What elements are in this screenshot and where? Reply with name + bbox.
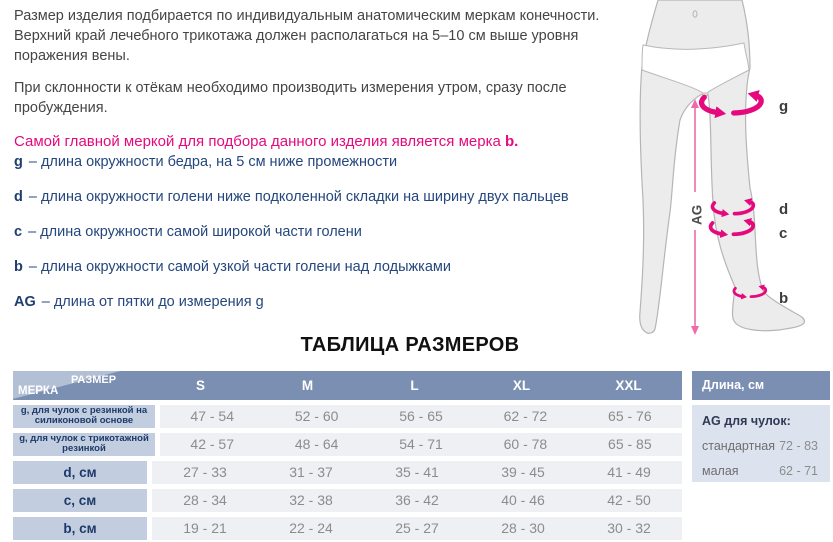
column-header-xl: XL	[512, 378, 531, 393]
panties-shape	[641, 42, 750, 94]
definition-c: c – длина окружности самой широкой части …	[14, 222, 644, 242]
diagram-label-c: c	[779, 225, 787, 242]
definition-d: d – длина окружности голени ниже подколен…	[14, 187, 644, 207]
measurement-key-ag: AG	[14, 294, 36, 310]
measurement-key-b: b	[14, 259, 23, 275]
column-header-s: S	[195, 378, 205, 393]
intro-paragraph-2: При склонности к отёкам необходимо произ…	[14, 80, 567, 116]
leg-measurement-diagram: AG g d c b	[638, 0, 833, 350]
row-values: 47 - 54 52 - 60 56 - 65 62 - 72 65 - 76	[160, 404, 682, 428]
definition-g: g – длина окружности бедра, на 5 см ниже …	[14, 152, 644, 172]
cell: 22 - 24	[289, 520, 333, 537]
measurement-text-g: – длина окружности бедра, на 5 см ниже п…	[28, 154, 398, 170]
length-row-standard: стандартная 72 - 83	[702, 439, 818, 453]
cell: 39 - 45	[501, 464, 545, 481]
size-table-header: РАЗМЕР МЕРКА S M L XL XXL	[13, 371, 682, 400]
length-label: малая	[702, 463, 739, 478]
length-row-short: малая 62 - 71	[702, 464, 818, 478]
length-value: 72 - 83	[779, 438, 818, 453]
intro-text-block: Размер изделия подбирается по индивидуал…	[14, 6, 636, 164]
length-label: стандартная	[702, 438, 775, 453]
corner-label-size: РАЗМЕР	[71, 374, 117, 386]
cell: 28 - 34	[183, 492, 227, 509]
cell: 56 - 65	[399, 408, 443, 425]
cell: 47 - 54	[190, 408, 234, 425]
corner-cell: РАЗМЕР МЕРКА	[13, 371, 147, 400]
length-panel-subtitle: AG для чулок:	[702, 413, 791, 428]
column-header-m: M	[301, 378, 314, 393]
table-row: g, для чулок с трикотажной резинкой 42 -…	[13, 432, 682, 456]
cell: 35 - 41	[395, 464, 439, 481]
diagram-label-d: d	[779, 201, 788, 218]
table-row: d, см 27 - 33 31 - 37 35 - 41 39 - 45 41…	[13, 460, 682, 484]
definition-b: b – длина окружности самой узкой части го…	[14, 257, 644, 277]
leg-diagram-svg: AG g d c b	[639, 0, 806, 335]
row-label-g-knit: g, для чулок с трикотажной резинкой	[13, 432, 155, 456]
cell: 60 - 78	[503, 436, 548, 453]
cell: 31 - 37	[289, 464, 333, 481]
row-values: 42 - 57 48 - 64 54 - 71 60 - 78 65 - 85	[160, 432, 682, 456]
navel-mark	[692, 10, 698, 18]
length-panel-header: Длина, см	[692, 371, 830, 400]
ag-line-label: AG	[690, 205, 705, 225]
cell: 48 - 64	[294, 436, 339, 453]
row-values: 27 - 33 31 - 37 35 - 41 39 - 45 41 - 49	[152, 460, 682, 484]
measurement-text-ag: – длина от пятки до измерения g	[41, 294, 264, 310]
measurement-text-d: – длина окружности голени ниже подколенн…	[28, 189, 569, 205]
row-label-g-silicone: g, для чулок с резинкой на силиконовой о…	[13, 404, 155, 428]
cell: 42 - 57	[190, 436, 234, 453]
highlight-text: Самой главной меркой для подбора данного…	[14, 133, 505, 150]
cell: 41 - 49	[607, 464, 651, 481]
size-table-title: ТАБЛИЦА РАЗМЕРОВ	[300, 334, 520, 356]
column-header-xxl: XXL	[615, 378, 642, 393]
size-table: РАЗМЕР МЕРКА S M L XL XXL g, для чулок с…	[13, 371, 682, 540]
length-panel: Длина, см AG для чулок: стандартная 72 -…	[692, 371, 830, 482]
table-row: c, см 28 - 34 32 - 38 36 - 42 40 - 46 42…	[13, 488, 682, 512]
cell: 36 - 42	[395, 492, 439, 509]
cell: 25 - 27	[395, 520, 439, 537]
cell: 65 - 85	[608, 436, 652, 453]
highlight-term: b.	[504, 133, 519, 150]
column-header-l: L	[410, 378, 419, 393]
cell: 40 - 46	[501, 492, 545, 509]
row-label-d: d, см	[13, 460, 147, 484]
intro-paragraph-1: Размер изделия подбирается по индивидуал…	[14, 8, 600, 64]
measurement-text-c: – длина окружности самой широкой части г…	[28, 224, 362, 240]
cell: 52 - 60	[294, 408, 339, 425]
cell: 65 - 76	[608, 408, 652, 425]
cell: 19 - 21	[183, 520, 227, 537]
measurement-text-b: – длина окружности самой узкой части гол…	[28, 259, 451, 275]
corner-label-measure: МЕРКА	[18, 385, 59, 397]
highlight-note: Самой главной меркой для подбора данного…	[14, 132, 636, 152]
cell: 28 - 30	[501, 520, 545, 537]
measurement-key-g: g	[14, 154, 23, 170]
measurement-definitions: g – длина окружности бедра, на 5 см ниже …	[14, 152, 644, 327]
definition-ag: AG – длина от пятки до измерения g	[14, 292, 644, 312]
cell: 62 - 72	[503, 408, 548, 425]
row-values: 28 - 34 32 - 38 36 - 42 40 - 46 42 - 50	[152, 488, 682, 512]
cell: 30 - 32	[607, 520, 651, 537]
diagram-label-b: b	[779, 290, 788, 307]
cell: 42 - 50	[607, 492, 651, 509]
length-value: 62 - 71	[779, 463, 818, 478]
table-row: g, для чулок с резинкой на силиконовой о…	[13, 404, 682, 428]
diagram-label-g: g	[779, 98, 788, 115]
row-label-c: c, см	[13, 488, 147, 512]
length-panel-body: AG для чулок: стандартная 72 - 83 малая …	[692, 404, 830, 482]
row-values: 19 - 21 22 - 24 25 - 27 28 - 30 30 - 32	[152, 516, 682, 540]
row-label-b: b, см	[13, 516, 147, 540]
table-row: b, см 19 - 21 22 - 24 25 - 27 28 - 30 30…	[13, 516, 682, 540]
ag-measure-line: AG	[686, 99, 705, 335]
cell: 32 - 38	[289, 492, 333, 509]
cell: 54 - 71	[399, 436, 443, 453]
cell: 27 - 33	[183, 464, 227, 481]
measurement-key-d: d	[14, 189, 23, 205]
measurement-key-c: c	[14, 224, 23, 240]
